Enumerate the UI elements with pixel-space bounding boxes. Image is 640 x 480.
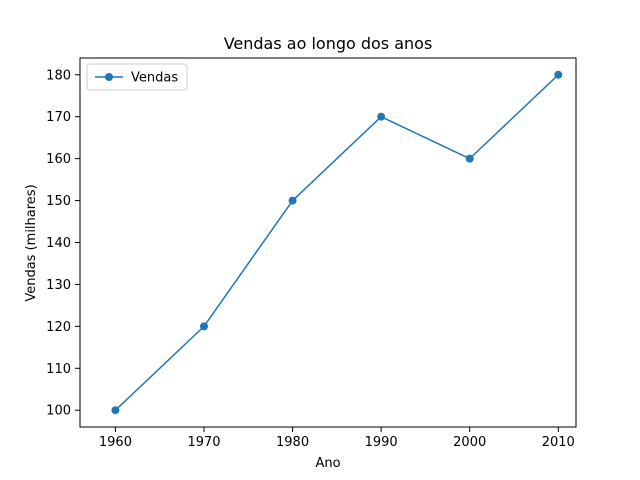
- data-point-2010: [554, 70, 563, 79]
- y-tick-label-120: 120: [46, 320, 71, 335]
- y-tick-label-150: 150: [46, 194, 71, 209]
- x-axis-label: Ano: [315, 456, 340, 471]
- y-axis-label: Vendas (milhares): [24, 184, 39, 301]
- x-tick-label-1990: 1990: [365, 435, 398, 450]
- y-tick-label-180: 180: [46, 68, 71, 83]
- y-tick-label-100: 100: [46, 404, 71, 419]
- x-tick-label-2000: 2000: [453, 435, 486, 450]
- y-tick-label-170: 170: [46, 110, 71, 125]
- chart-title: Vendas ao longo dos anos: [224, 34, 433, 53]
- series-line-0: [114, 74, 559, 411]
- data-point-2000: [465, 154, 474, 163]
- data-point-1960: [111, 406, 120, 415]
- x-tick-label-2010: 2010: [542, 435, 575, 450]
- y-tick-label-160: 160: [46, 152, 71, 167]
- x-tick-label-1980: 1980: [276, 435, 309, 450]
- y-tick-label-140: 140: [46, 236, 71, 251]
- data-point-1970: [200, 322, 208, 331]
- y-tick-label-130: 130: [46, 278, 71, 293]
- y-tick-label-110: 110: [46, 362, 71, 377]
- x-tick-label-1960: 1960: [99, 435, 132, 450]
- data-point-1980: [288, 196, 297, 205]
- legend-marker-0: [105, 73, 113, 81]
- plot-area: 1960 1970 1980 1990 2000 2010 100 110 120 130 140 1…: [46, 57, 577, 450]
- data-point-1990: [377, 112, 386, 121]
- legend-label-0: Vendas: [131, 71, 178, 86]
- x-tick-label-1970: 1970: [187, 435, 220, 450]
- legend-box: [86, 63, 188, 91]
